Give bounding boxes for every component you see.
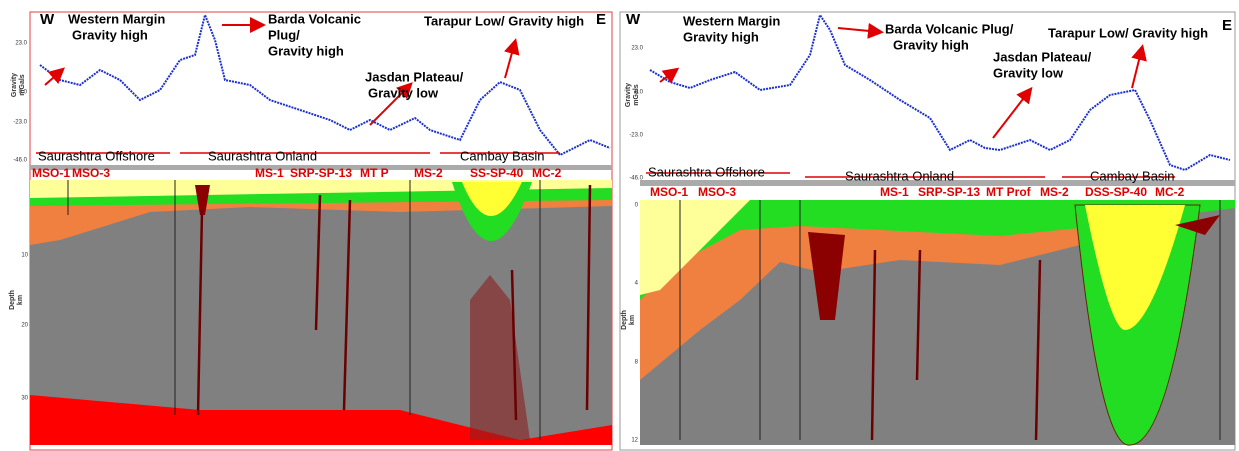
depth-tick: 10 <box>21 253 28 259</box>
well-label: MS-2 <box>1040 185 1069 199</box>
left-panel <box>30 12 612 450</box>
annotation: Gravity high <box>72 27 148 42</box>
well-label: MC-2 <box>1155 185 1185 199</box>
depth-tick: 30 <box>21 396 28 402</box>
gravity-axis-unit: mGals <box>19 74 26 96</box>
depth-tick: 20 <box>21 323 28 329</box>
annotation: Western Margin <box>68 11 165 26</box>
figure: WEWestern MarginGravity highBarda Volcan… <box>0 0 1239 451</box>
region-label: Cambay Basin <box>460 148 545 163</box>
well-label: MS-1 <box>255 166 284 180</box>
gravity-tick: -46.0 <box>629 176 643 182</box>
well-label: SRP-SP-13 <box>918 185 980 199</box>
gravity-tick: -23.0 <box>629 133 643 139</box>
annotation: Gravity low <box>368 85 439 100</box>
region-label: Saurashtra Offshore <box>38 148 155 163</box>
depth-axis-unit: km <box>17 295 24 305</box>
annotation: Gravity high <box>683 29 759 44</box>
gravity-tick: -23.0 <box>13 120 27 126</box>
gravity-axis-unit: mGals <box>633 84 640 106</box>
annotation: Gravity high <box>893 37 969 52</box>
east-label: E <box>596 11 606 28</box>
well-label: MSO-1 <box>32 166 70 180</box>
region-label: Cambay Basin <box>1090 168 1175 183</box>
annotation: Tarapur Low/ Gravity high <box>1048 25 1208 40</box>
well-label: MS-1 <box>880 185 909 199</box>
region-label: Saurashtra Onland <box>208 148 317 163</box>
depth-axis-title: Depth <box>621 310 628 330</box>
annotation: Jasdan Plateau/ <box>993 49 1092 64</box>
well-label: MS-2 <box>414 166 443 180</box>
well-label: SRP-SP-13 <box>290 166 352 180</box>
depth-tick: 12 <box>631 438 638 444</box>
annotation: Barda Volcanic <box>268 11 361 26</box>
gravity-tick: 23.0 <box>631 46 643 52</box>
east-label: E <box>1222 17 1232 34</box>
well-label: DSS-SP-40 <box>1085 185 1147 199</box>
well-label: SS-SP-40 <box>470 166 524 180</box>
region-label: Saurashtra Offshore <box>648 164 765 179</box>
well-label: MT P <box>360 166 389 180</box>
west-label: W <box>40 11 55 28</box>
depth-axis-title: Depth <box>9 290 16 310</box>
annotation: Gravity high <box>268 43 344 58</box>
well-label: MC-2 <box>532 166 562 180</box>
well-label: MSO-3 <box>72 166 110 180</box>
gravity-tick: 23.0 <box>15 41 27 47</box>
annotation: Barda Volcanic Plug/ <box>885 21 1014 36</box>
annotation: Gravity low <box>993 65 1064 80</box>
annotation: Tarapur Low/ Gravity high <box>424 13 584 28</box>
annotation: Plug/ <box>268 27 300 42</box>
region-label: Saurashtra Onland <box>845 168 954 183</box>
gravity-tick: -46.0 <box>13 158 27 164</box>
gravity-axis-title: Gravity <box>11 73 18 97</box>
depth-axis-unit: km <box>629 315 636 325</box>
well-label: MSO-1 <box>650 185 688 199</box>
well-label: MSO-3 <box>698 185 736 199</box>
right-panel <box>620 12 1235 450</box>
well-label: MT Prof <box>986 185 1032 199</box>
west-label: W <box>626 11 641 28</box>
gravity-axis-title: Gravity <box>625 83 632 107</box>
annotation: Jasdan Plateau/ <box>365 69 464 84</box>
annotation: Western Margin <box>683 13 780 28</box>
